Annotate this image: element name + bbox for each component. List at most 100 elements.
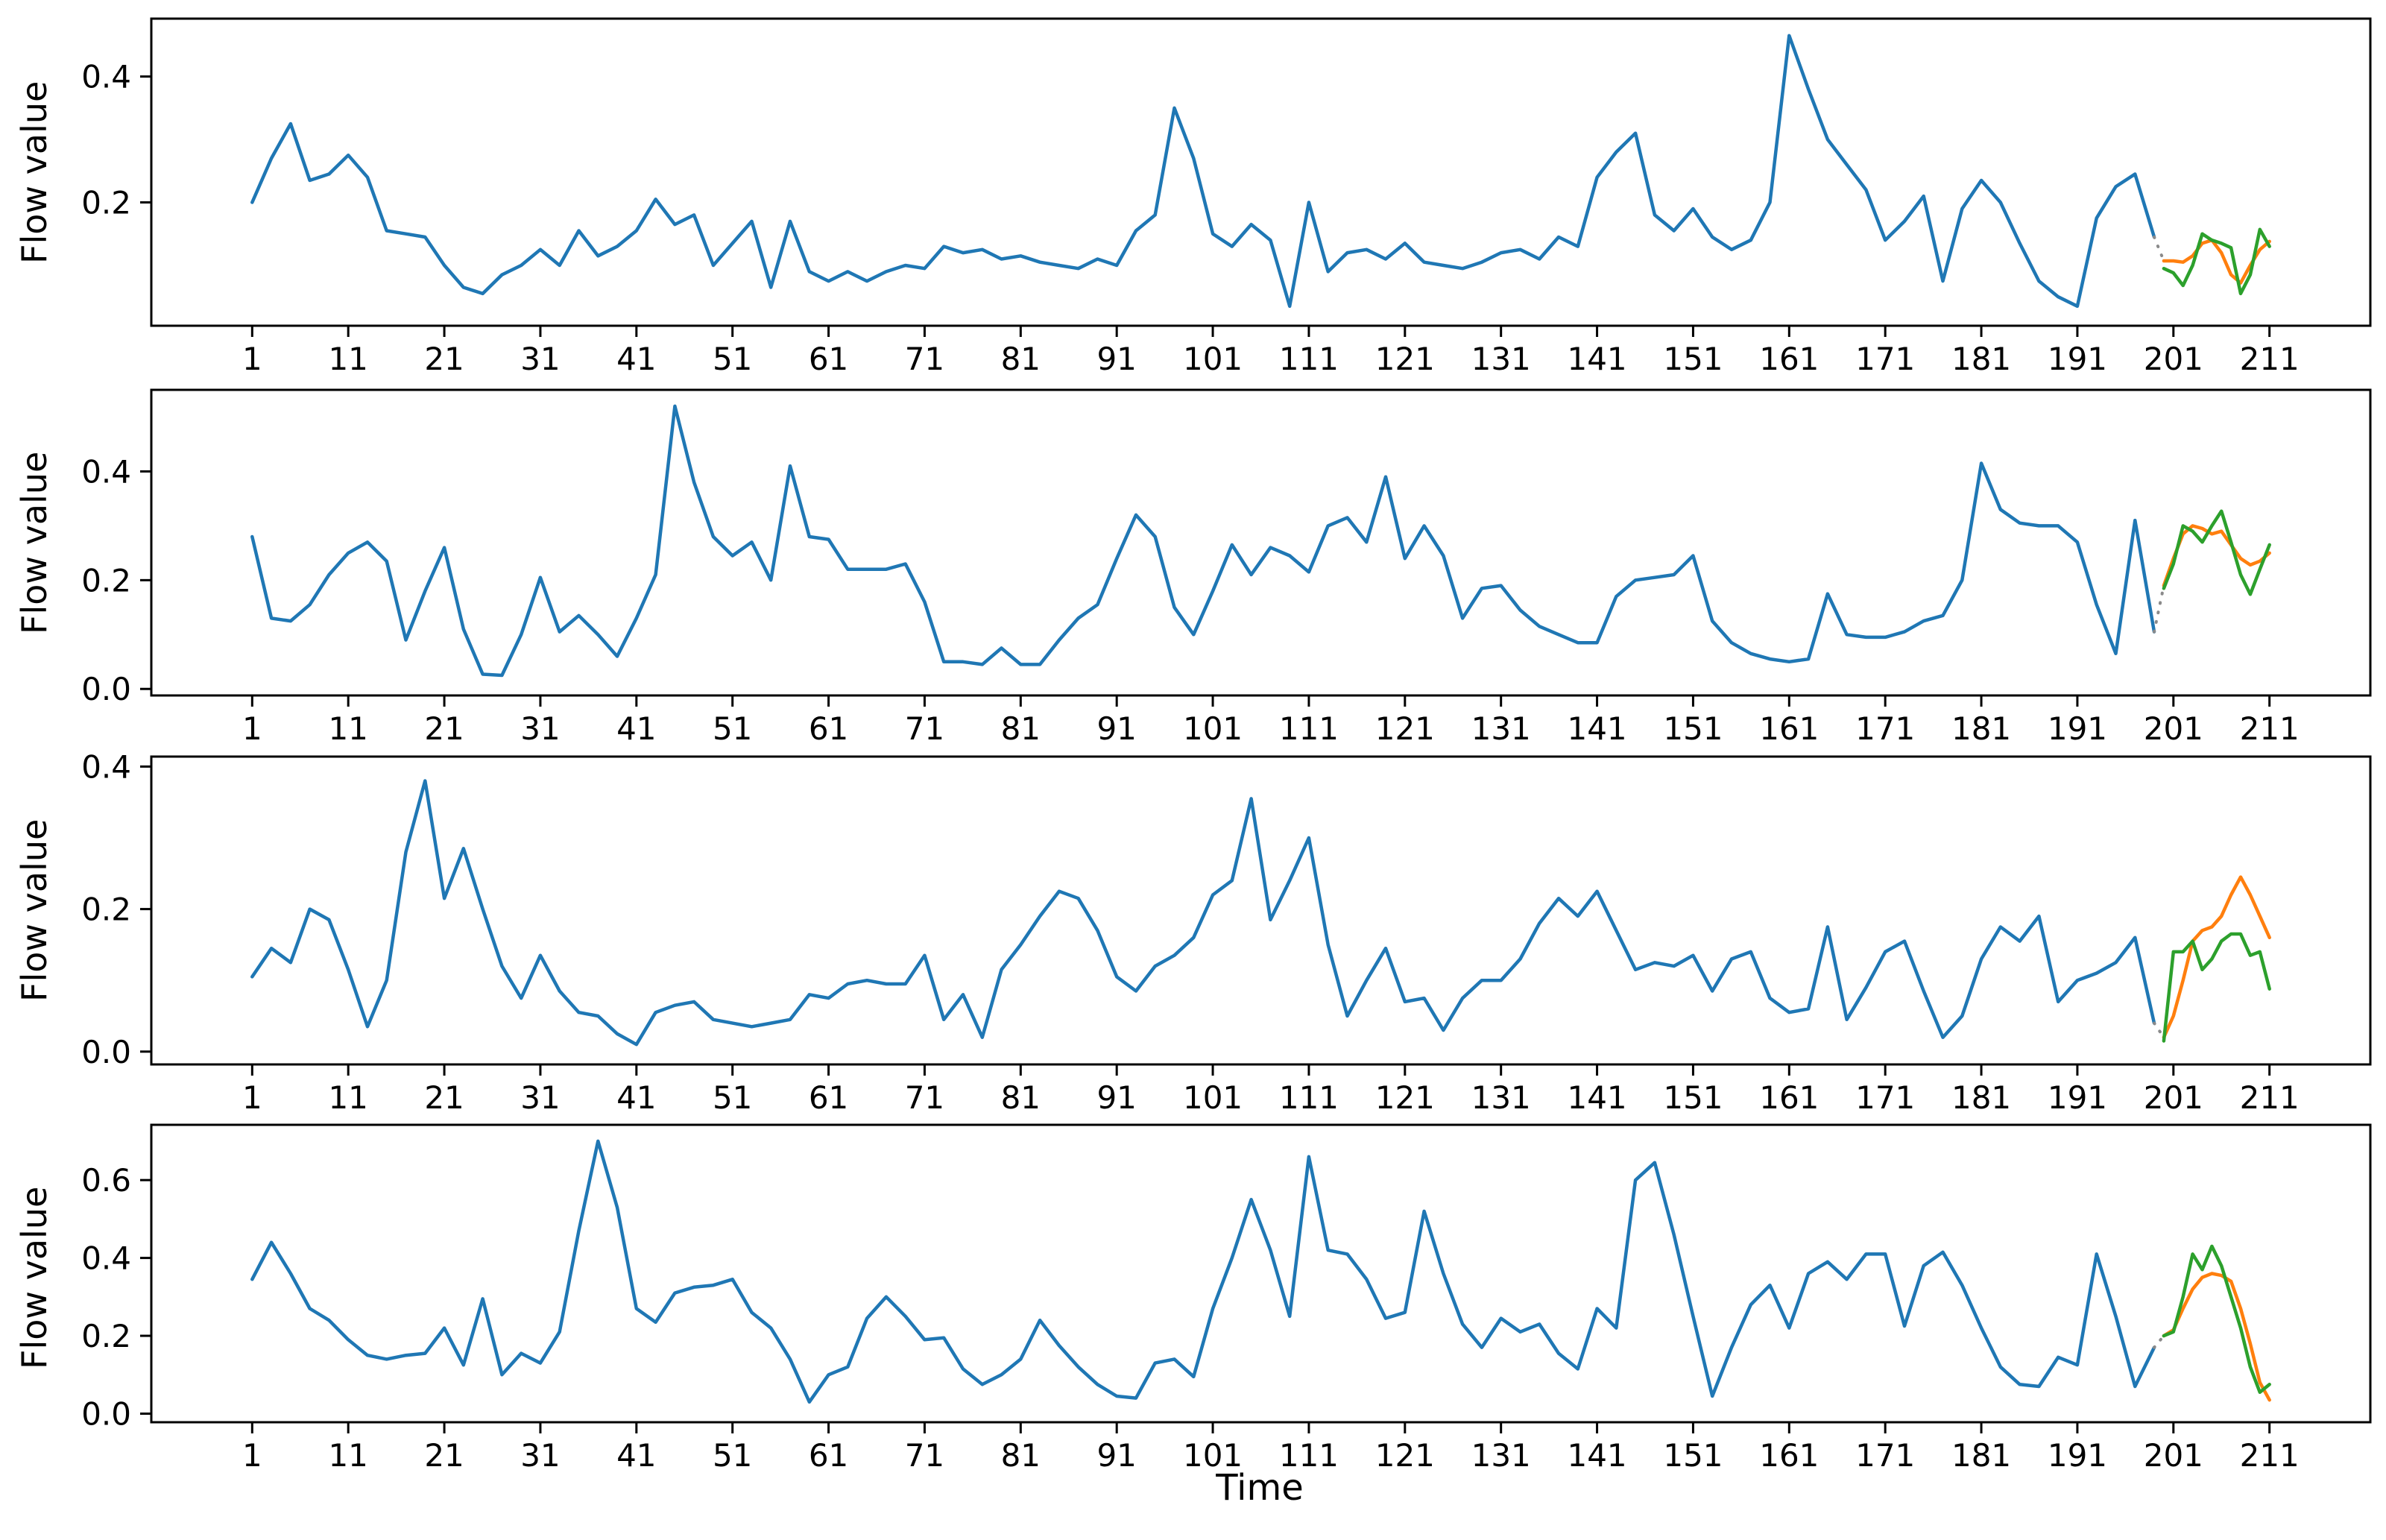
x-tick-label: 131 (1471, 1079, 1531, 1116)
x-tick-label: 81 (1001, 710, 1041, 747)
history-line (250, 34, 2156, 309)
x-tick-label: 211 (2240, 1437, 2300, 1474)
y-tick-label: 0.2 (81, 562, 131, 599)
x-tick-label: 81 (1001, 1437, 1041, 1474)
subplot-1: 1 11 21 31 41 51 61 71 81 91 101 111 121 131 141 151 161… (81, 17, 2372, 377)
x-tick-label: 11 (328, 1437, 367, 1474)
axes-frame (150, 1123, 2372, 1424)
x-tick-label: 151 (1663, 710, 1723, 747)
x-tick-label: 161 (1759, 1437, 1819, 1474)
x-tick-label: 201 (2144, 341, 2203, 377)
forecast-line (2162, 1272, 2271, 1402)
x-tick-label: 181 (1951, 710, 2011, 747)
y-tick-label: 0.2 (81, 1318, 131, 1354)
x-tick-label: 21 (424, 1437, 464, 1474)
x-tick-label: 171 (1855, 1437, 1915, 1474)
x-axis-label: Time (1216, 1467, 1304, 1509)
history-line (250, 404, 2156, 678)
x-tick-label: 211 (2240, 1079, 2300, 1116)
history-line (250, 1139, 2156, 1404)
actual-line (2162, 932, 2271, 1043)
x-tick-label: 51 (713, 710, 752, 747)
x-tick-label: 141 (1567, 710, 1626, 747)
x-tick-label: 131 (1471, 341, 1531, 377)
axes-frame (150, 388, 2372, 697)
x-tick-label: 211 (2240, 341, 2300, 377)
x-tick-label: 11 (328, 341, 367, 377)
x-tick-label: 101 (1183, 1079, 1243, 1116)
axes-frame (150, 755, 2372, 1066)
x-tick-label: 1 (242, 1437, 262, 1474)
x-tick-label: 91 (1096, 1079, 1136, 1116)
connector-line (2153, 1334, 2165, 1349)
y-tick-label: 0.4 (81, 1240, 131, 1277)
x-tick-label: 121 (1375, 1437, 1435, 1474)
x-tick-label: 71 (905, 1437, 944, 1474)
x-tick-label: 41 (616, 1437, 656, 1474)
y-tick-label: 0.0 (81, 1034, 131, 1070)
x-tick-label: 71 (905, 1079, 944, 1116)
x-tick-label: 11 (328, 1079, 367, 1116)
x-tick-label: 181 (1951, 1079, 2011, 1116)
x-tick-label: 191 (2048, 341, 2107, 377)
x-tick-label: 201 (2144, 1437, 2203, 1474)
x-tick-label: 61 (809, 341, 848, 377)
y-tick-label: 0.4 (81, 59, 131, 95)
x-tick-label: 81 (1001, 1079, 1041, 1116)
x-tick-label: 41 (616, 341, 656, 377)
y-tick-label: 0.0 (81, 1396, 131, 1433)
x-tick-label: 171 (1855, 710, 1915, 747)
x-tick-label: 121 (1375, 341, 1435, 377)
x-tick-label: 141 (1567, 1079, 1626, 1116)
y-axis-label-subplot-3: Flow value (14, 818, 54, 1002)
x-tick-label: 41 (616, 1079, 656, 1116)
x-tick-label: 11 (328, 710, 367, 747)
actual-line (2162, 1244, 2271, 1395)
x-tick-label: 61 (809, 1437, 848, 1474)
x-tick-label: 141 (1567, 1437, 1626, 1474)
x-tick-label: 111 (1279, 710, 1339, 747)
x-tick-label: 151 (1663, 341, 1723, 377)
x-tick-label: 41 (616, 710, 656, 747)
x-tick-label: 131 (1471, 1437, 1531, 1474)
x-tick-label: 121 (1375, 710, 1435, 747)
x-tick-label: 71 (905, 341, 944, 377)
x-tick-label: 51 (713, 341, 752, 377)
x-tick-label: 1 (242, 1079, 262, 1116)
x-tick-label: 21 (424, 341, 464, 377)
subplot-2: 1 11 21 31 41 51 61 71 81 91 101 111 121 131 141 151 161… (81, 388, 2372, 747)
x-tick-label: 61 (809, 710, 848, 747)
x-tick-label: 91 (1096, 710, 1136, 747)
y-axis-label-subplot-1: Flow value (14, 81, 54, 264)
history-line (250, 779, 2156, 1047)
x-tick-label: 31 (520, 1079, 560, 1116)
y-axis-label-subplot-4: Flow value (14, 1186, 54, 1369)
x-tick-label: 131 (1471, 710, 1531, 747)
x-tick-label: 191 (2048, 710, 2107, 747)
x-tick-label: 21 (424, 1079, 464, 1116)
x-tick-label: 51 (713, 1079, 752, 1116)
y-tick-label: 0.0 (81, 671, 131, 707)
actual-line (2162, 227, 2271, 296)
x-tick-label: 101 (1183, 710, 1243, 747)
x-tick-label: 51 (713, 1437, 752, 1474)
x-tick-label: 91 (1096, 1437, 1136, 1474)
x-tick-label: 191 (2048, 1437, 2107, 1474)
x-tick-label: 81 (1001, 341, 1041, 377)
x-tick-label: 161 (1759, 1079, 1819, 1116)
y-tick-label: 0.6 (81, 1162, 131, 1199)
x-tick-label: 31 (520, 341, 560, 377)
subplot-3: 1 11 21 31 41 51 61 71 81 91 101 111 121 131 141 151 161… (81, 748, 2372, 1116)
x-tick-label: 101 (1183, 341, 1243, 377)
x-tick-label: 71 (905, 710, 944, 747)
x-tick-label: 171 (1855, 1079, 1915, 1116)
x-tick-label: 201 (2144, 1079, 2203, 1116)
x-tick-label: 121 (1375, 1079, 1435, 1116)
y-axis-label-subplot-2: Flow value (14, 451, 54, 634)
x-tick-label: 111 (1279, 1437, 1339, 1474)
y-tick-label: 0.2 (81, 185, 131, 221)
connector-line (2153, 236, 2165, 262)
axes-frame (150, 17, 2372, 327)
